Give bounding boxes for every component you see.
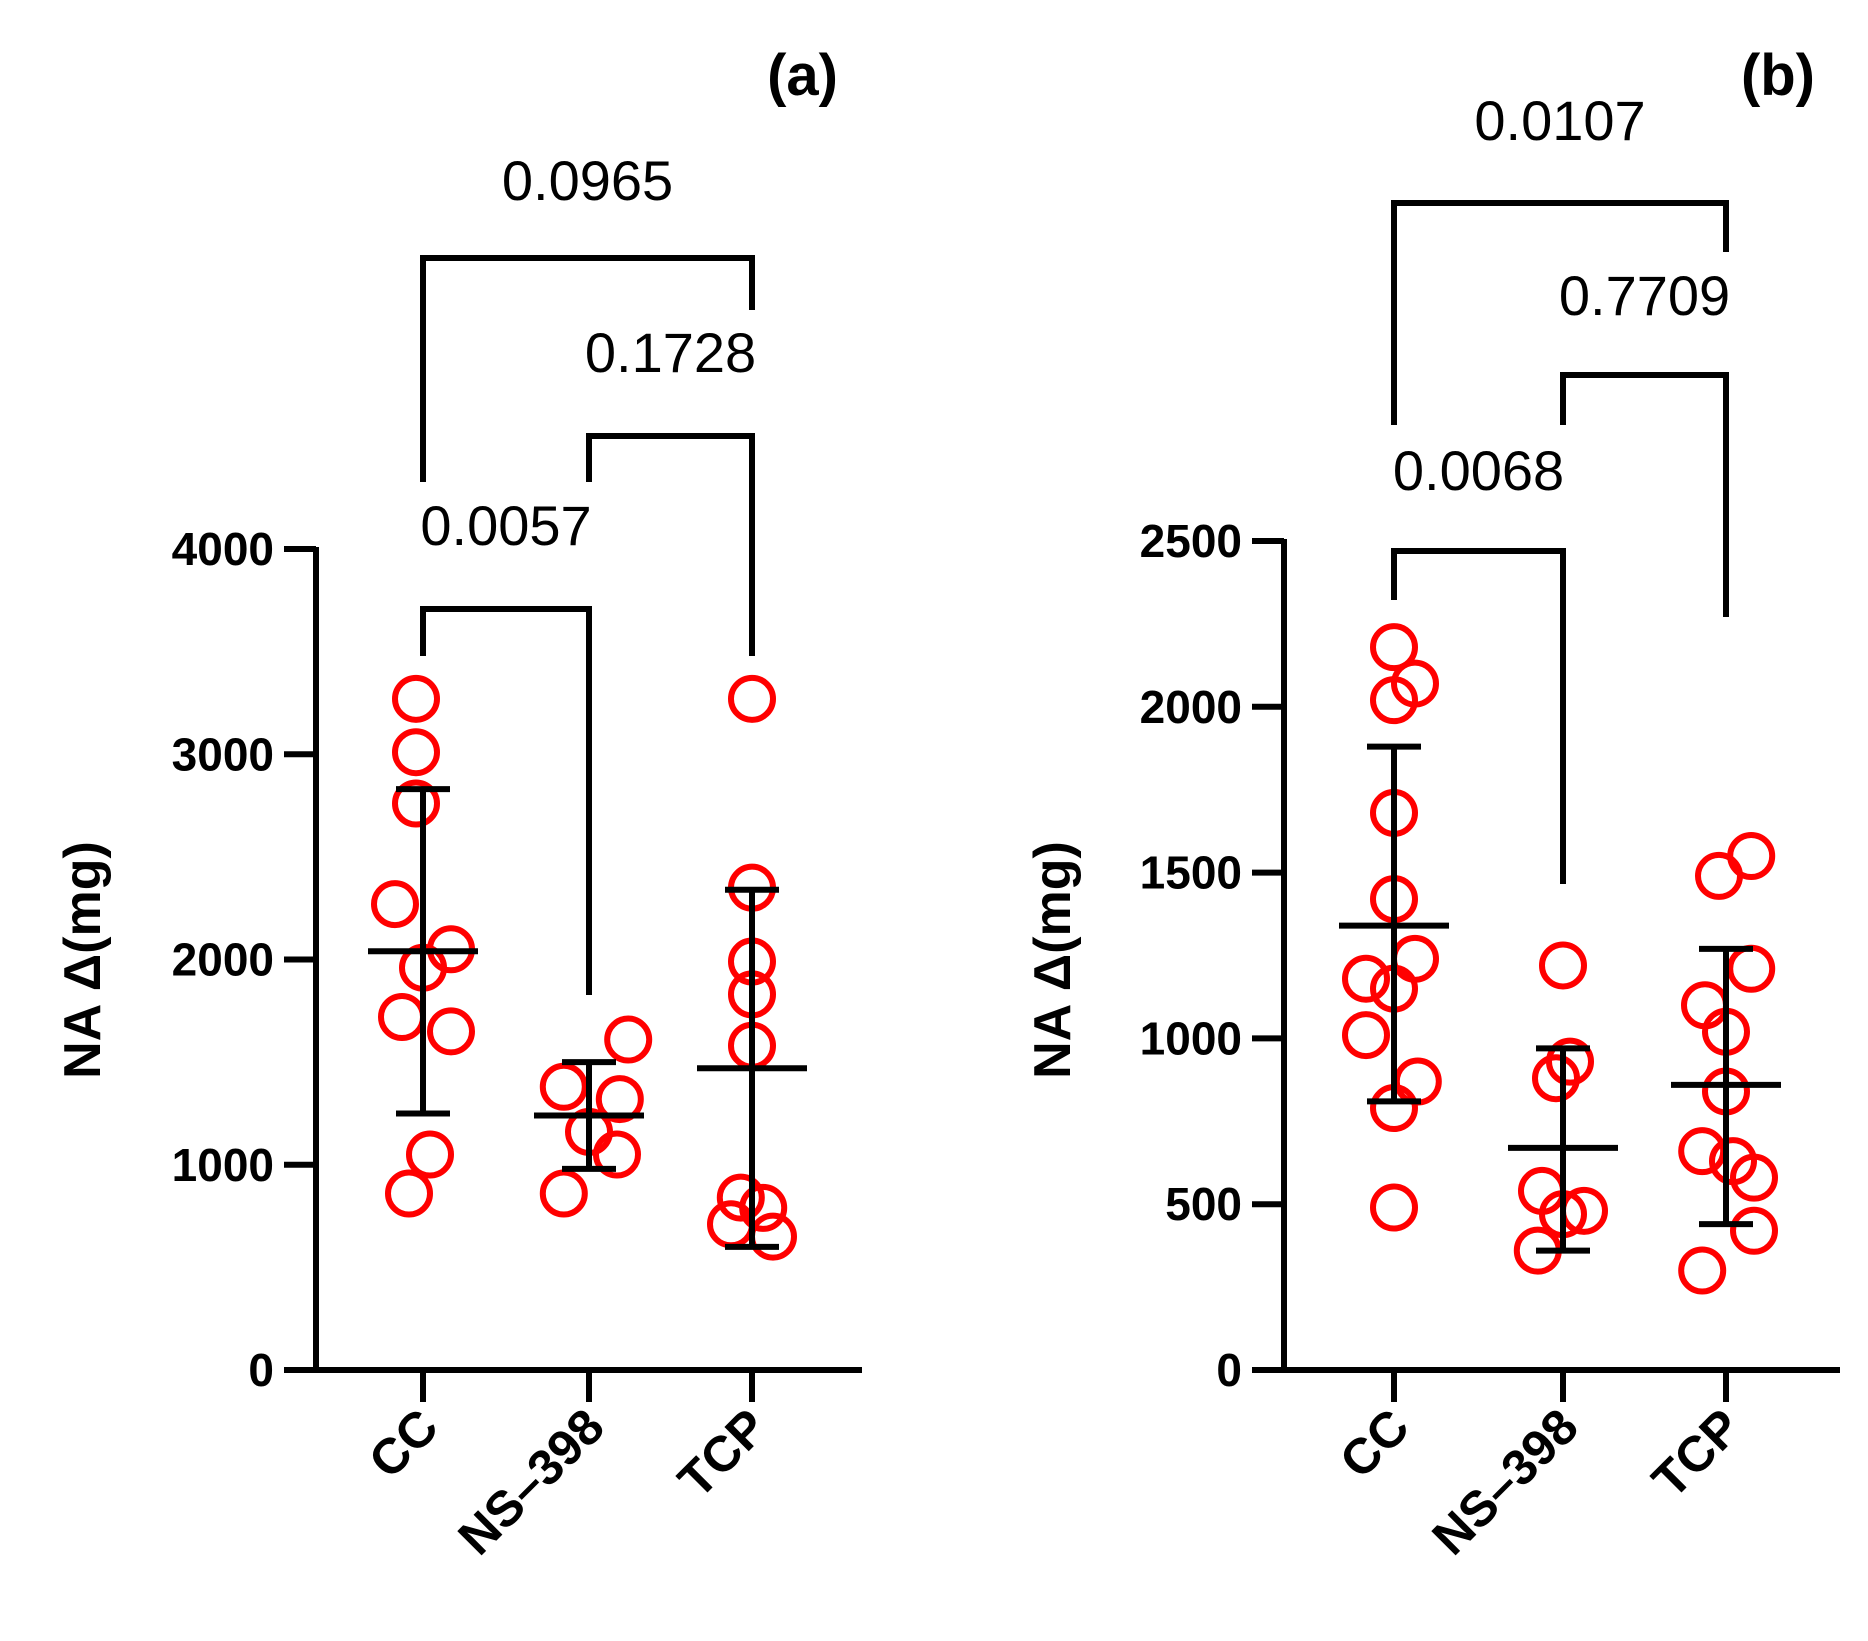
- panel-a-data-point: [406, 1130, 454, 1179]
- panel-b-x-tick-label: TCP: [1641, 1398, 1751, 1508]
- panel-b-data-point: [1546, 1037, 1594, 1086]
- panel-b-data-point: [1730, 1153, 1778, 1202]
- panel-a-bracket: [420, 255, 755, 482]
- panel-a-y-tick-label: 0: [248, 1344, 274, 1396]
- panel-a-bracket: [420, 606, 592, 995]
- panel-a-data-point: [427, 1007, 475, 1056]
- panel-a-bracket: [586, 433, 755, 656]
- panel-b-data-point: [1370, 623, 1418, 672]
- panel-a-data-point: [385, 1169, 433, 1218]
- panel-a-x-tick-label: NS–398: [447, 1398, 614, 1565]
- panel-a-data-point: [539, 1169, 588, 1218]
- panel-b-marks: 0 500 1000 1500 2000 2500 CC NS–398 TCP 0.0068 0.7…: [1140, 89, 1840, 1566]
- panel-a-y-tick-label: 3000: [172, 728, 274, 780]
- panel-a-data-point: [392, 674, 440, 723]
- panel-b-data-point: [1342, 1011, 1390, 1060]
- panel-a-data-point: [378, 992, 426, 1041]
- panel-a-data-point: [595, 1075, 644, 1124]
- panel-a-data-point: [604, 1015, 653, 1064]
- panel-b-label: (b): [1741, 43, 1815, 108]
- panel-a-data-point: [392, 728, 440, 777]
- panel-b-p-value: 0.7709: [1559, 264, 1730, 327]
- panel-b-x-tick-label: CC: [1329, 1398, 1420, 1489]
- panel-b-y-tick-label: 1000: [1140, 1012, 1242, 1064]
- panel-a-p-value: 0.0057: [420, 494, 591, 557]
- panel-b-x-tick-label: NS–398: [1421, 1398, 1588, 1565]
- panel-a-label: (a): [767, 43, 838, 108]
- panel-a-data-point: [392, 779, 440, 828]
- panel-a-data-point: [593, 1130, 641, 1179]
- panel-b-y-tick-label: 2500: [1140, 515, 1242, 567]
- panel-b: (b) NA Δ(mg) 0 500 1000 1500 2000 2500 CC NS–39…: [1024, 43, 1840, 1566]
- panel-a-data-point: [539, 1062, 588, 1111]
- panel-b-y-tick-label: 1500: [1140, 847, 1242, 899]
- panel-a-x-tick-label: CC: [358, 1398, 449, 1489]
- panel-a-y-tick-label: 2000: [172, 934, 274, 986]
- panel-b-data-point: [1678, 1246, 1727, 1295]
- panel-b-bracket: [1560, 372, 1729, 617]
- panel-a-data-point: [728, 674, 776, 723]
- panel-b-data-point: [1370, 1183, 1418, 1232]
- panel-b-data-point: [1695, 851, 1743, 900]
- panel-b-data-point: [1730, 1206, 1778, 1255]
- panel-a-data-point: [716, 1173, 765, 1222]
- panel-a-y-axis-title: NA Δ(mg): [54, 841, 112, 1079]
- panel-b-y-tick-label: 0: [1216, 1344, 1242, 1396]
- panel-b-p-value: 0.0068: [1393, 439, 1564, 502]
- panel-a-data-point: [749, 1212, 797, 1261]
- panel-b-data-point: [1393, 1057, 1442, 1106]
- panel-b-bracket: [1391, 200, 1729, 425]
- panel-b-p-value: 0.0107: [1474, 89, 1645, 152]
- panel-b-data-point: [1539, 941, 1587, 990]
- panel-b-data-point: [1681, 981, 1729, 1030]
- panel-b-bracket: [1391, 548, 1566, 884]
- panel-b-y-tick-label: 2000: [1140, 681, 1242, 733]
- panel-b-y-tick-label: 500: [1165, 1178, 1242, 1230]
- panel-b-data-point: [1532, 1054, 1580, 1103]
- panel-a-x-tick-label: TCP: [667, 1398, 777, 1508]
- panel-b-y-axis-title: NA Δ(mg): [1024, 841, 1082, 1079]
- panel-a-data-point: [371, 880, 419, 929]
- panel-b-data-point: [1391, 934, 1439, 983]
- panel-b-data-point: [1370, 676, 1418, 725]
- panel-b-data-point: [1342, 954, 1390, 1003]
- panel-a-p-value: 0.0965: [502, 149, 673, 212]
- panel-a-p-value: 0.1728: [585, 321, 756, 384]
- panel-a-y-tick-label: 4000: [172, 523, 274, 575]
- panel-b-data-point: [1727, 944, 1776, 993]
- panel-a-y-tick-label: 1000: [172, 1139, 274, 1191]
